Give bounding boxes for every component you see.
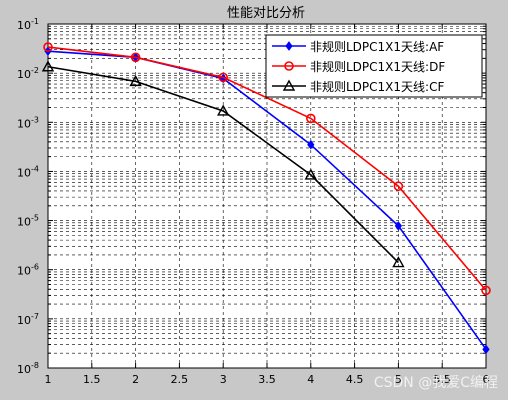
data-point-circle bbox=[305, 113, 316, 124]
x-tick-label: 2.5 bbox=[171, 373, 189, 386]
data-point-circle bbox=[393, 181, 404, 192]
data-point-circle bbox=[481, 285, 491, 296]
data-point-circle bbox=[284, 61, 294, 71]
y-tick-label: 10-1 bbox=[17, 17, 39, 32]
data-point-diamond bbox=[394, 221, 403, 231]
data-point-circle bbox=[130, 52, 141, 63]
axes: 1 1.5 2 2.5 3 3.5 4 4.5 5 5.5 6 10-8 10-7 10-6 10-5 10-… bbox=[17, 17, 489, 386]
series-layer bbox=[41, 42, 491, 355]
data-point-diamond bbox=[482, 344, 490, 355]
x-tick-label: 5 bbox=[395, 373, 402, 386]
y-tick-label: 10-2 bbox=[17, 66, 39, 81]
x-tick-label: 3 bbox=[220, 373, 227, 386]
x-tick-label: 5.5 bbox=[433, 373, 451, 386]
x-tick-label: 2 bbox=[132, 373, 139, 386]
y-tick-label: 10-4 bbox=[17, 164, 39, 179]
data-point-triangle bbox=[392, 256, 405, 268]
data-point-triangle bbox=[217, 104, 230, 116]
data-point-circle bbox=[218, 72, 228, 83]
x-tick-label: 1 bbox=[45, 373, 52, 386]
y-tick-label: 10-7 bbox=[17, 312, 39, 327]
series-line bbox=[47, 65, 399, 264]
legend-label: 非规则LDPC1X1天线:AF bbox=[310, 39, 444, 54]
data-point-triangle bbox=[41, 60, 55, 72]
series-line bbox=[47, 46, 487, 291]
x-tick-label: 4 bbox=[307, 373, 314, 386]
data-point-triangle bbox=[304, 168, 317, 180]
x-tick-label: 6 bbox=[483, 373, 490, 386]
data-point-triangle bbox=[282, 79, 296, 91]
x-tick-label: 3.5 bbox=[258, 373, 276, 386]
y-tick-label: 10-8 bbox=[17, 361, 39, 376]
legend: 非规则LDPC1X1天线:AF 非规则LDPC1X1天线:DF 非规则LDPC1X1… bbox=[265, 34, 483, 98]
y-tick-label: 10-3 bbox=[17, 115, 39, 130]
data-point-circle bbox=[43, 42, 53, 52]
data-point-triangle bbox=[129, 74, 142, 87]
legend-label: 非规则LDPC1X1天线:DF bbox=[310, 59, 445, 74]
x-tick-label: 1.5 bbox=[83, 373, 101, 386]
chart-title: 性能对比分析 bbox=[227, 6, 305, 21]
y-tick-label: 10-5 bbox=[17, 214, 39, 229]
legend-label: 非规则LDPC1X1天线:CF bbox=[310, 79, 444, 94]
y-tick-label: 10-6 bbox=[17, 263, 39, 278]
watermark: CSDN @我爱C编程 bbox=[374, 375, 498, 391]
data-point-diamond bbox=[307, 139, 315, 150]
x-tick-label: 4.5 bbox=[346, 373, 364, 386]
data-point-diamond bbox=[285, 41, 293, 51]
